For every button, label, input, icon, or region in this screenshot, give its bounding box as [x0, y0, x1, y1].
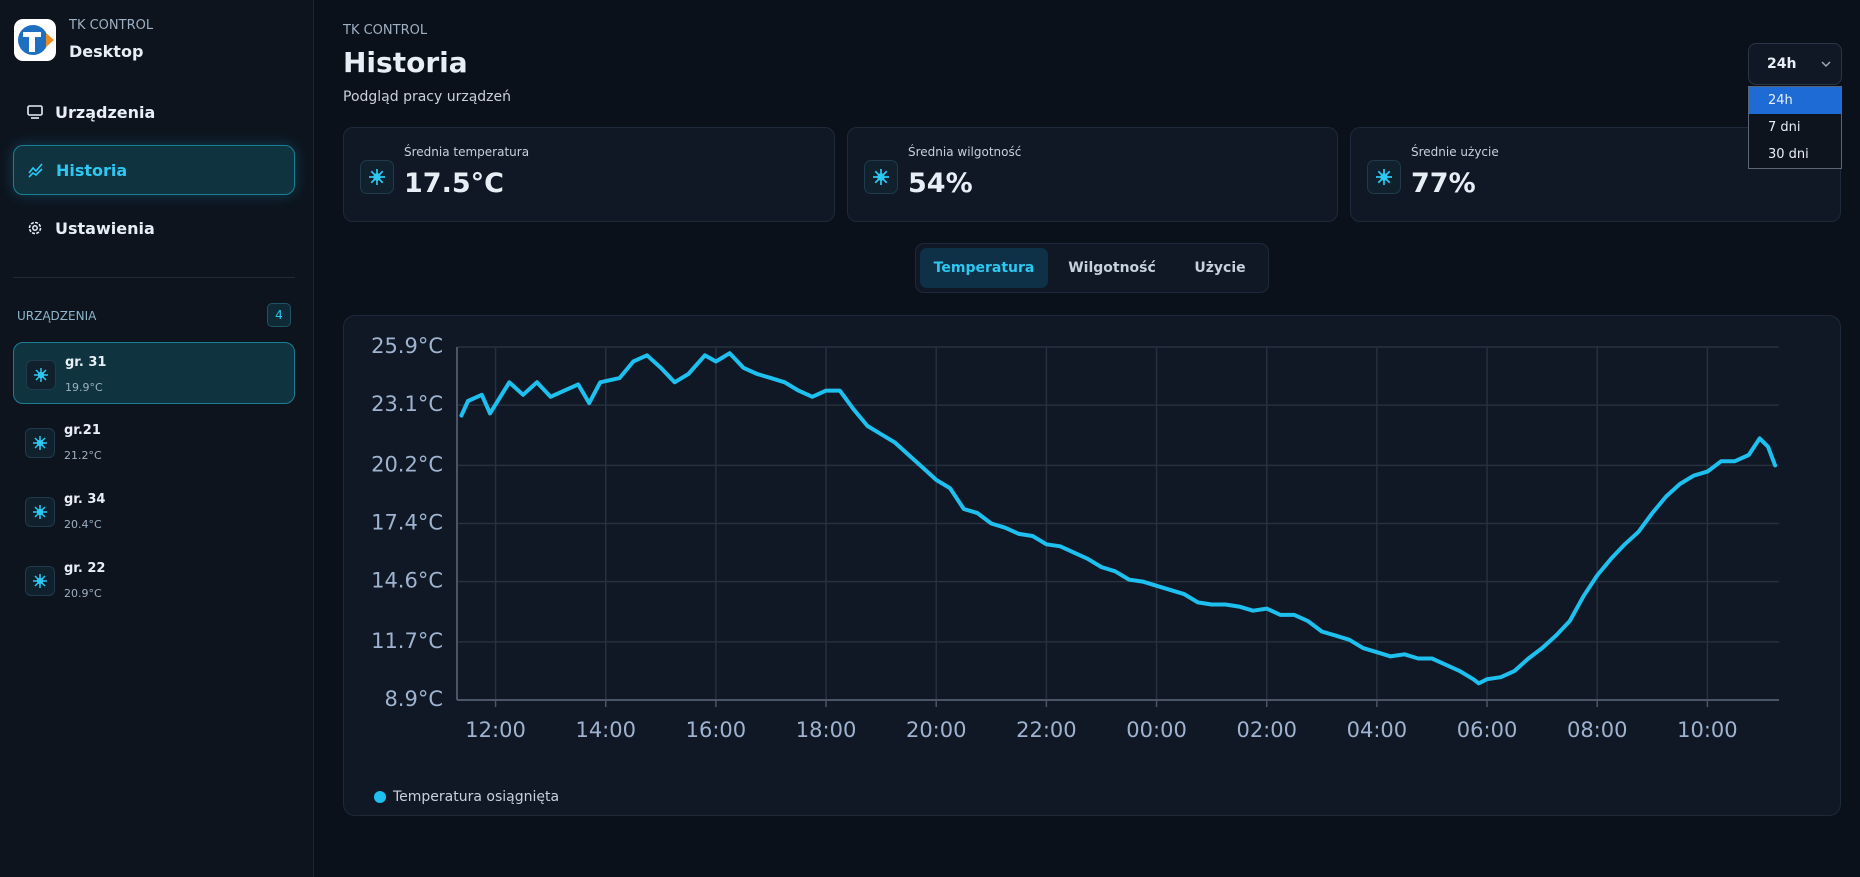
stat-value: 54%: [908, 168, 973, 199]
stat-card: Średnia temperatura 17.5°C: [343, 127, 835, 222]
device-name: gr.21: [64, 423, 101, 438]
icon: [28, 221, 42, 235]
device-item[interactable]: gr. 31 19.9°C: [13, 342, 295, 404]
x-tick-label: 16:00: [686, 718, 747, 742]
stat-icon: [1367, 160, 1401, 194]
y-tick-label: 17.4°C: [371, 511, 443, 535]
device-temp: 21.2°C: [64, 449, 102, 462]
tab[interactable]: Użycie: [1194, 260, 1246, 276]
icon-glyph: [369, 169, 385, 185]
page-title: Historia: [343, 46, 468, 79]
device-item[interactable]: gr. 34 20.4°C: [13, 480, 295, 542]
range-option[interactable]: 7 dni: [1768, 120, 1801, 135]
icon-glyph: [34, 368, 48, 382]
x-tick-label: 04:00: [1347, 718, 1408, 742]
device-icon: [25, 497, 55, 527]
x-tick-label: 14:00: [575, 718, 636, 742]
logo: [14, 19, 56, 61]
x-tick-label: 18:00: [796, 718, 857, 742]
device-name: gr. 22: [64, 561, 106, 576]
device-icon: [26, 360, 56, 390]
x-tick-label: 00:00: [1126, 718, 1187, 742]
page-subtitle: Podgląd pracy urządzeń: [343, 89, 512, 105]
nav-item[interactable]: Ustawienia: [13, 203, 295, 253]
x-tick-label: 20:00: [906, 718, 967, 742]
divider: [13, 277, 295, 278]
nav-item[interactable]: Historia: [13, 145, 295, 195]
range-value: 24h: [1767, 56, 1797, 72]
icon-glyph: [33, 505, 47, 519]
range-option[interactable]: 30 dni: [1768, 147, 1809, 162]
device-item[interactable]: gr.21 21.2°C: [13, 411, 295, 473]
y-tick-label: 14.6°C: [371, 569, 443, 593]
section-heading: URZĄDZENIA: [17, 309, 97, 323]
stat-label: Średnia wilgotność: [908, 145, 1022, 159]
sidebar: TK CONTROL Desktop Urządzenia Historia U…: [0, 0, 314, 877]
tab[interactable]: Temperatura: [920, 248, 1048, 288]
y-tick-label: 23.1°C: [371, 392, 443, 416]
icon: [28, 163, 43, 178]
nav-item[interactable]: Urządzenia: [13, 87, 295, 137]
stat-value: 77%: [1411, 168, 1476, 199]
stat-card: Średnia wilgotność 54%: [847, 127, 1338, 222]
x-tick-label: 02:00: [1236, 718, 1297, 742]
x-tick-label: 06:00: [1457, 718, 1518, 742]
device-name: gr. 34: [64, 492, 106, 507]
device-name: gr. 31: [65, 355, 107, 370]
range-option[interactable]: 24h: [1749, 87, 1841, 114]
y-tick-label: 25.9°C: [371, 334, 443, 358]
nav-label: Ustawienia: [55, 218, 155, 238]
y-tick-label: 11.7°C: [371, 629, 443, 653]
stat-icon: [864, 160, 898, 194]
icon-glyph: [33, 436, 47, 450]
legend-swatch: [374, 791, 386, 803]
chevron: [1821, 61, 1831, 67]
device-temp: 20.4°C: [64, 518, 102, 531]
x-tick-label: 10:00: [1677, 718, 1738, 742]
icon-glyph: [33, 574, 47, 588]
device-icon: [25, 428, 55, 458]
tab[interactable]: Wilgotność: [1068, 260, 1156, 276]
icon-glyph: [873, 169, 889, 185]
range-select[interactable]: 24h: [1748, 43, 1842, 85]
brand: TK CONTROL: [69, 18, 154, 33]
icon: [27, 105, 43, 119]
device-item[interactable]: gr. 22 20.9°C: [13, 549, 295, 611]
x-tick-label: 08:00: [1567, 718, 1628, 742]
device-icon: [25, 566, 55, 596]
count-badge: 4: [267, 303, 291, 327]
y-tick-label: 20.2°C: [371, 452, 443, 476]
legend-label: Temperatura osiągnięta: [392, 789, 559, 805]
icon-glyph: [1376, 169, 1392, 185]
x-tick-label: 22:00: [1016, 718, 1077, 742]
eyebrow: TK CONTROL: [343, 23, 428, 38]
x-tick-label: 12:00: [465, 718, 526, 742]
chart: 8.9°C 11.7°C 14.6°C 17.4°C 20.2°C 23.1°C 25.9°…: [371, 334, 1779, 805]
y-tick-label: 8.9°C: [384, 687, 443, 711]
nav-label: Historia: [56, 160, 128, 180]
stat-icon: [360, 160, 394, 194]
device-temp: 19.9°C: [65, 381, 103, 394]
app-name: Desktop: [69, 42, 144, 61]
data-line: [459, 351, 1778, 686]
device-temp: 20.9°C: [64, 587, 102, 600]
stat-label: Średnia temperatura: [404, 145, 530, 159]
nav-label: Urządzenia: [55, 102, 156, 122]
stat-value: 17.5°C: [404, 168, 504, 199]
stat-label: Średnie użycie: [1411, 145, 1499, 159]
